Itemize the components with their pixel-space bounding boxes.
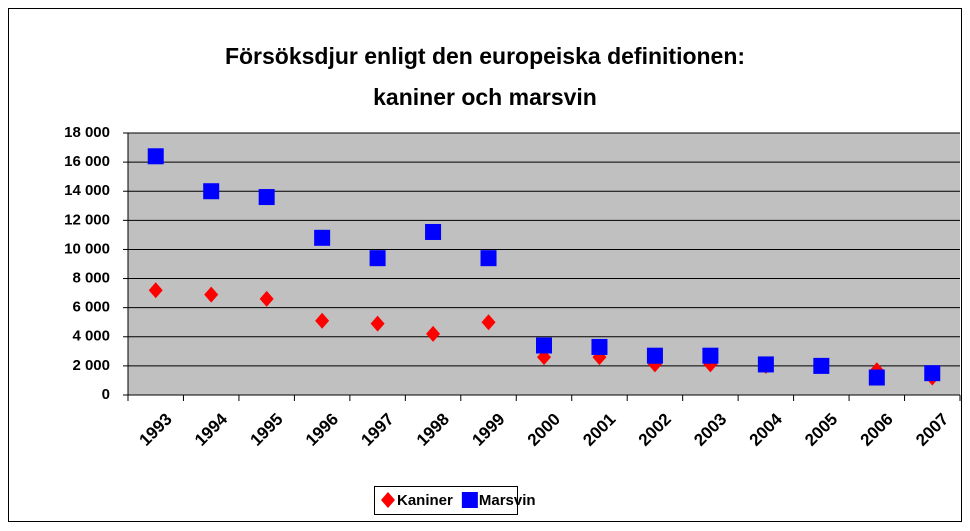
y-tick-label: 16 000 (64, 153, 110, 170)
point (426, 325, 441, 342)
point (370, 315, 385, 332)
point (868, 369, 885, 386)
point (480, 250, 497, 267)
legend-marker (381, 492, 395, 508)
point (314, 229, 331, 246)
point (315, 312, 330, 329)
legend-label: Marsvin (479, 492, 536, 509)
legend-label: Kaniner (397, 492, 453, 509)
y-tick-label: 2 000 (72, 357, 110, 374)
point (369, 250, 386, 267)
y-tick-label: 14 000 (64, 182, 110, 199)
point (702, 347, 719, 364)
point (536, 337, 552, 354)
y-tick-label: 10 000 (64, 240, 110, 257)
y-tick-label: 8 000 (72, 270, 110, 287)
point (425, 223, 442, 240)
point (258, 189, 275, 206)
point (481, 314, 496, 331)
point (259, 290, 274, 307)
chart-title: Försöksdjur enligt den europeiska defini… (225, 43, 745, 69)
y-tick-label: 6 000 (72, 299, 110, 316)
point (646, 347, 663, 364)
point (591, 338, 608, 355)
point (203, 183, 220, 200)
point (924, 365, 941, 382)
legend-marker (461, 492, 478, 508)
y-tick-label: 12 000 (64, 211, 110, 228)
point (204, 286, 219, 303)
point (147, 148, 164, 165)
point (148, 282, 163, 299)
chart-title: kaniner och marsvin (373, 84, 597, 110)
y-tick-label: 4 000 (72, 328, 110, 345)
y-tick-label: 18 000 (64, 124, 110, 141)
legend-box (374, 486, 518, 515)
point (757, 356, 774, 373)
point (813, 357, 830, 374)
y-tick-label: 0 (102, 386, 110, 403)
